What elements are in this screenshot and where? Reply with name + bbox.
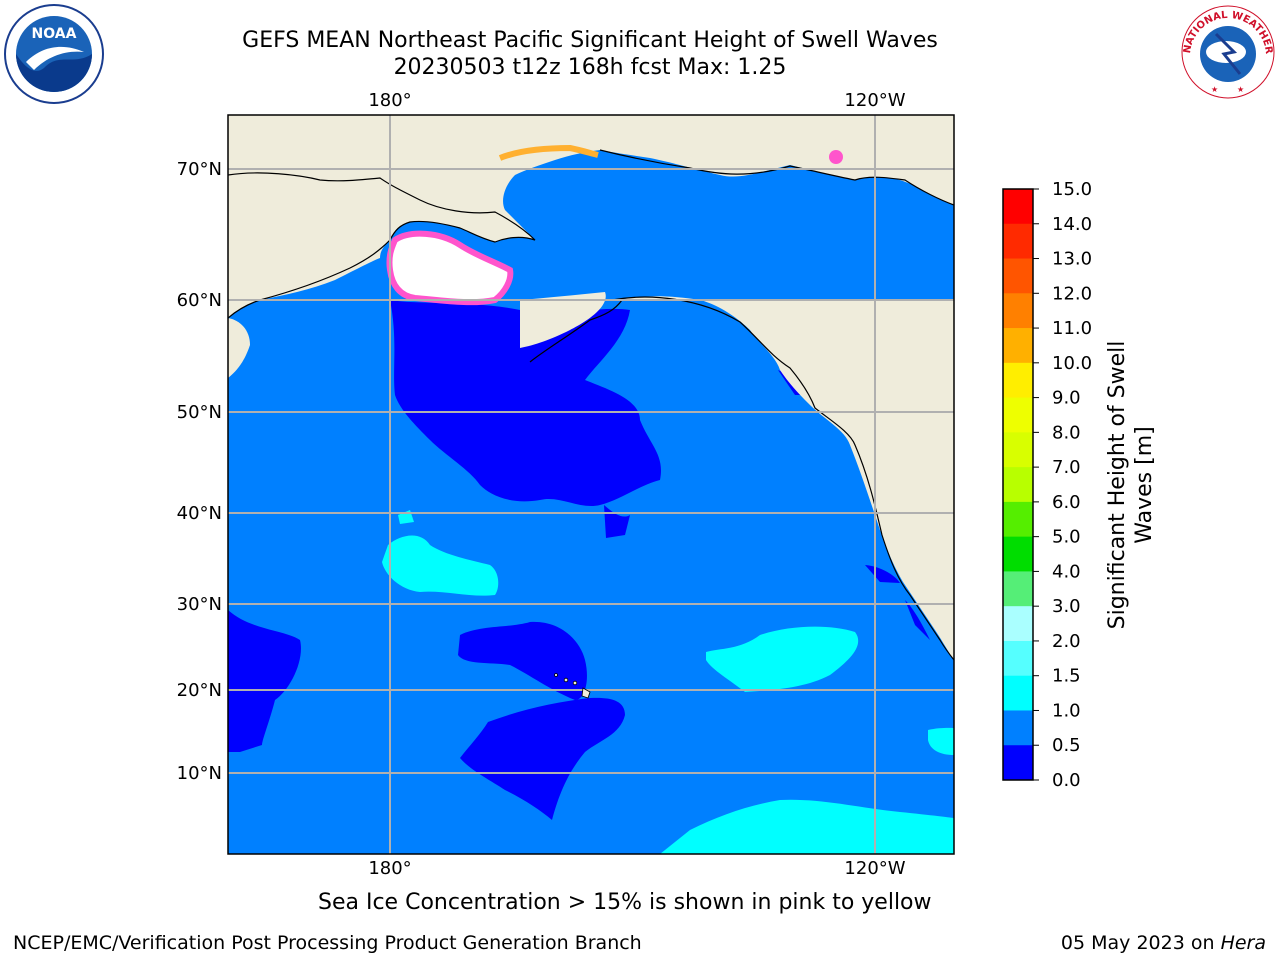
lat-label-50n: 50°N — [177, 402, 222, 423]
colorbar-bin — [1003, 328, 1033, 364]
colorbar — [1003, 189, 1033, 781]
chart-subtitle: 20230503 t12z 168h fcst Max: 1.25 — [393, 55, 787, 80]
svg-text:★: ★ — [1237, 85, 1244, 94]
colorbar-bin — [1003, 501, 1033, 538]
colorbar-bin — [1003, 675, 1033, 711]
lon-label-bottom-120w: 120°W — [844, 858, 905, 879]
colorbar-tick-label: 0.0 — [1052, 770, 1081, 791]
colorbar-label-line1: Significant Height of Swell — [1105, 341, 1130, 630]
colorbar-tick-label: 1.5 — [1052, 666, 1081, 687]
chart-title: GEFS MEAN Northeast Pacific Significant … — [242, 28, 938, 53]
colorbar-bin — [1003, 397, 1033, 433]
colorbar-tick-label: 1.0 — [1052, 700, 1081, 721]
noaa-logo-icon: NOAA — [4, 4, 104, 104]
colorbar-tick-label: 5.0 — [1052, 527, 1081, 548]
colorbar-tick-label: 10.0 — [1052, 353, 1092, 374]
colorbar-label-line2: Waves [m] — [1132, 426, 1157, 543]
noaa-logo-text: NOAA — [32, 26, 77, 42]
colorbar-tick-label: 13.0 — [1052, 249, 1092, 270]
colorbar-tick-label: 2.0 — [1052, 631, 1081, 652]
colorbar-bin — [1003, 362, 1033, 399]
colorbar-bin — [1003, 606, 1033, 642]
map-field — [228, 115, 954, 854]
colorbar-bin — [1003, 293, 1033, 329]
footer-host: Hera — [1220, 932, 1266, 954]
colorbar-bin — [1003, 536, 1033, 572]
map-frame — [227, 114, 955, 855]
lon-label-top-180: 180° — [368, 90, 411, 111]
colorbar-bin — [1003, 710, 1033, 746]
footer-credit: NCEP/EMC/Verification Post Processing Pr… — [13, 932, 642, 954]
lat-label-30n: 30°N — [177, 594, 222, 615]
colorbar-bin — [1003, 745, 1033, 781]
colorbar-tick-label: 4.0 — [1052, 561, 1081, 582]
footer-date-text: 05 May 2023 on — [1060, 932, 1221, 954]
land-masses — [228, 115, 954, 660]
colorbar-frame — [1002, 188, 1034, 781]
colorbar-bin — [1003, 223, 1033, 260]
colorbar-tick-label: 8.0 — [1052, 422, 1081, 443]
colorbar-ticks: 15.0 14.0 13.0 12.0 11.0 10.0 9.0 8.0 7.0 6.0 5.0 4… — [1033, 179, 1092, 791]
lat-label-70n: 70°N — [177, 159, 222, 180]
lat-label-20n: 20°N — [177, 680, 222, 701]
lon-label-bottom-180: 180° — [368, 858, 411, 879]
colorbar-tick-label: 6.0 — [1052, 492, 1081, 513]
colorbar-bin — [1003, 432, 1033, 468]
colorbar-tick-label: 0.5 — [1052, 735, 1081, 756]
colorbar-bin — [1003, 640, 1033, 677]
colorbar-tick-label: 14.0 — [1052, 214, 1092, 235]
colorbar-tick-label: 9.0 — [1052, 388, 1081, 409]
colorbar-tick-label: 15.0 — [1052, 179, 1092, 200]
colorbar-bin — [1003, 467, 1033, 503]
colorbar-bin — [1003, 189, 1033, 225]
lat-label-60n: 60°N — [177, 290, 222, 311]
lat-label-10n: 10°N — [177, 763, 222, 784]
footer-date: 05 May 2023 on Hera — [1061, 932, 1266, 954]
lat-label-40n: 40°N — [177, 503, 222, 524]
colorbar-tick-label: 7.0 — [1052, 457, 1081, 478]
mid-swell-regions — [382, 510, 954, 854]
colorbar-tick-label: 11.0 — [1052, 318, 1092, 339]
map-gridlines — [228, 115, 954, 854]
colorbar-tick-label: 12.0 — [1052, 283, 1092, 304]
colorbar-tick-label: 3.0 — [1052, 596, 1081, 617]
sea-ice-note: Sea Ice Concentration > 15% is shown in … — [318, 890, 932, 915]
svg-text:★: ★ — [1211, 85, 1218, 94]
nws-logo-icon: NATIONAL WEATHER SERVICE ★ ★ — [1176, 4, 1275, 99]
hawaiian-islands — [554, 673, 591, 699]
lon-label-top-120w: 120°W — [844, 90, 905, 111]
colorbar-bin — [1003, 258, 1033, 294]
colorbar-bin — [1003, 571, 1033, 607]
